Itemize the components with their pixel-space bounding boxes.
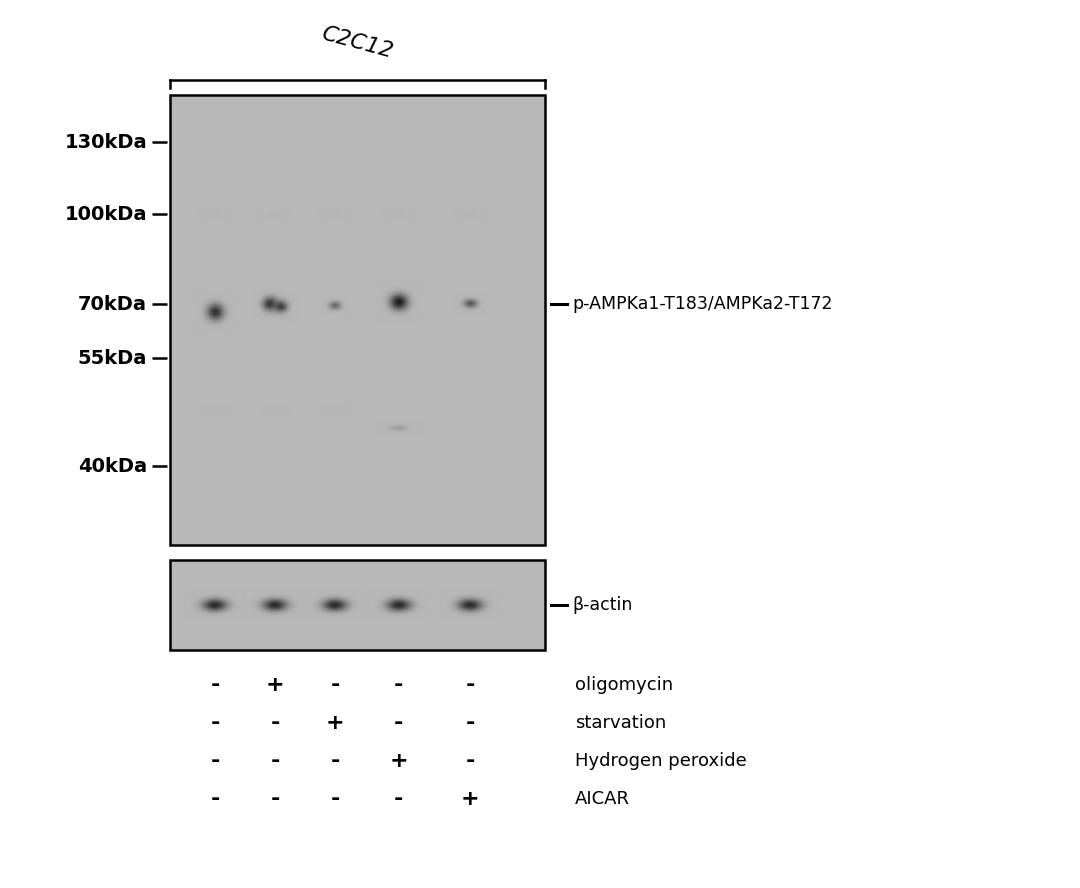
Text: 70kDa: 70kDa bbox=[78, 295, 147, 313]
Bar bbox=[170, 95, 545, 545]
Text: -: - bbox=[270, 713, 280, 733]
Text: +: + bbox=[266, 675, 284, 695]
Text: oligomycin: oligomycin bbox=[575, 676, 673, 694]
Text: p-AMPKa1-T183/AMPKa2-T172: p-AMPKa1-T183/AMPKa2-T172 bbox=[572, 295, 833, 313]
Text: -: - bbox=[330, 751, 340, 771]
Text: -: - bbox=[211, 789, 219, 809]
Text: -: - bbox=[270, 789, 280, 809]
Text: -: - bbox=[465, 675, 475, 695]
Text: +: + bbox=[461, 789, 480, 809]
Text: -: - bbox=[330, 675, 340, 695]
Text: starvation: starvation bbox=[575, 714, 666, 732]
Text: 40kDa: 40kDa bbox=[78, 456, 147, 476]
Bar bbox=[170, 560, 545, 650]
Text: +: + bbox=[390, 751, 408, 771]
Text: -: - bbox=[394, 789, 404, 809]
Text: +: + bbox=[326, 713, 345, 733]
Text: β-actin: β-actin bbox=[572, 596, 633, 614]
Text: Hydrogen peroxide: Hydrogen peroxide bbox=[575, 752, 746, 770]
Text: 100kDa: 100kDa bbox=[65, 205, 147, 224]
Text: 55kDa: 55kDa bbox=[78, 349, 147, 368]
Text: -: - bbox=[394, 675, 404, 695]
Text: C2C12: C2C12 bbox=[320, 24, 395, 62]
Text: -: - bbox=[211, 713, 219, 733]
Text: -: - bbox=[394, 713, 404, 733]
Text: 130kDa: 130kDa bbox=[65, 132, 147, 152]
Text: -: - bbox=[211, 751, 219, 771]
Text: -: - bbox=[465, 713, 475, 733]
Text: -: - bbox=[270, 751, 280, 771]
Text: -: - bbox=[330, 789, 340, 809]
Text: AICAR: AICAR bbox=[575, 790, 630, 808]
Text: -: - bbox=[465, 751, 475, 771]
Text: -: - bbox=[211, 675, 219, 695]
